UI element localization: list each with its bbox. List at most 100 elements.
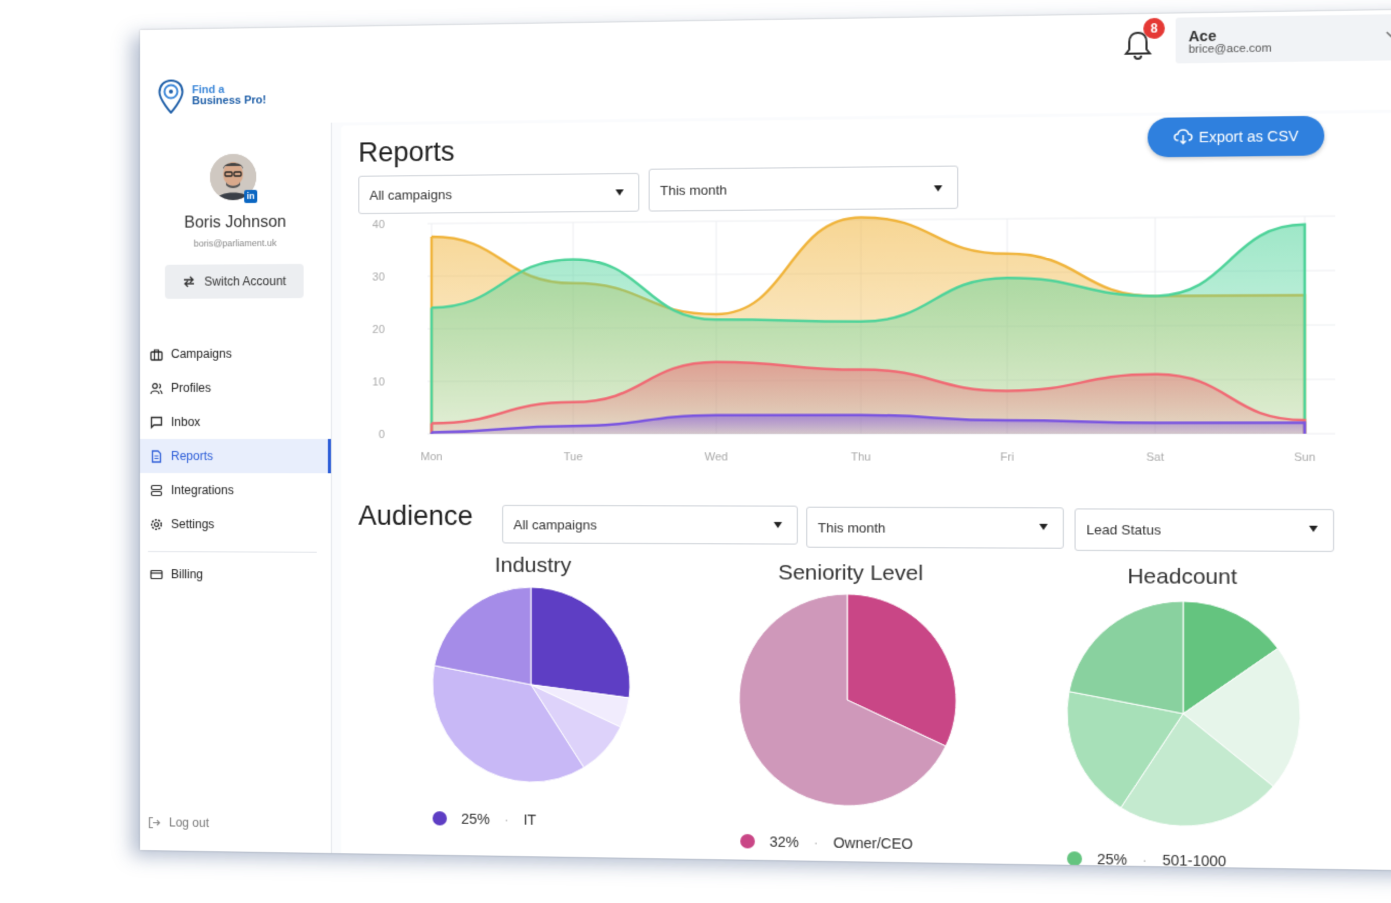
legend-label: 501-1000 — [1162, 852, 1226, 870]
legend-label: IT — [523, 811, 536, 827]
pie-title-seniority: Seniority Level — [725, 561, 978, 587]
sidebar-item-settings[interactable]: Settings — [140, 507, 331, 542]
headcount-legend: 25% · 501-1000 — [1067, 850, 1226, 869]
y-tick-label: 30 — [372, 271, 384, 283]
document-icon — [150, 450, 163, 463]
y-tick-label: 0 — [378, 429, 384, 441]
audience-lead-status-select[interactable]: Lead Status — [1075, 508, 1335, 552]
caret-down-icon — [774, 522, 782, 528]
caret-down-icon — [934, 185, 942, 191]
x-tick-label: Mon — [421, 451, 443, 463]
gear-icon — [150, 518, 163, 531]
audience-period-select[interactable]: This month — [806, 507, 1064, 549]
swap-icon — [182, 275, 196, 289]
sidebar-item-campaigns[interactable]: Campaigns — [140, 336, 331, 371]
sidebar-item-reports[interactable]: Reports — [140, 439, 331, 473]
profile-name: Boris Johnson — [140, 213, 331, 233]
users-icon — [150, 381, 163, 394]
legend-percent: 25% — [1097, 851, 1127, 868]
brand-line-2: Business Pro! — [192, 95, 266, 107]
activity-area-chart: 0 10 20 30 40 Mon Tue Wed Thu Fri Sat Sun — [358, 205, 1348, 475]
export-csv-button[interactable]: Export as CSV — [1148, 116, 1325, 158]
caret-down-icon — [1039, 524, 1048, 530]
x-tick-label: Tue — [564, 451, 583, 463]
industry-pie-chart — [431, 585, 633, 786]
legend-label: Owner/CEO — [833, 834, 913, 852]
select-value: This month — [818, 520, 886, 536]
audience-campaign-select[interactable]: All campaigns — [502, 505, 798, 545]
sidebar-item-billing[interactable]: Billing — [140, 557, 331, 592]
sidebar-item-label: Reports — [171, 449, 213, 463]
switch-account-button[interactable]: Switch Account — [165, 264, 304, 299]
sidebar-item-label: Inbox — [171, 415, 200, 429]
headcount-pie-chart — [1065, 598, 1303, 829]
user-name: Ace — [1189, 27, 1217, 44]
top-bar: Find a Business Pro! 8 Ace brice@ace.com — [140, 10, 1391, 125]
legend-separator: · — [504, 811, 509, 827]
y-tick-label: 20 — [372, 324, 384, 336]
audience-title: Audience — [358, 501, 473, 533]
credit-card-icon — [150, 568, 163, 581]
profile-email: boris@parliament.uk — [140, 238, 331, 249]
location-pin-logo-icon — [158, 79, 184, 113]
switch-account-label: Switch Account — [204, 274, 286, 289]
legend-dot — [1067, 851, 1082, 866]
sidebar-item-label: Integrations — [171, 483, 234, 497]
app-window: Find a Business Pro! 8 Ace brice@ace.com — [140, 10, 1391, 871]
sidebar-item-label: Profiles — [171, 381, 211, 395]
seniority-pie-chart — [737, 591, 958, 809]
select-value: This month — [660, 182, 727, 198]
pie-title-headcount: Headcount — [1053, 564, 1312, 590]
linkedin-badge-icon: in — [244, 190, 257, 203]
cloud-download-icon — [1173, 129, 1192, 146]
sidebar-divider — [148, 551, 317, 553]
logout-link[interactable]: Log out — [148, 815, 209, 830]
legend-percent: 32% — [770, 833, 799, 850]
notification-count-badge: 8 — [1143, 18, 1165, 39]
select-value: All campaigns — [369, 186, 451, 202]
pie-slice-0[interactable] — [531, 587, 630, 698]
briefcase-icon — [150, 347, 163, 360]
main-content: Reports Export as CSV All campaigns This… — [341, 113, 1391, 871]
user-email: brice@ace.com — [1189, 42, 1272, 56]
caret-down-icon — [1309, 526, 1318, 532]
legend-dot — [740, 834, 755, 849]
x-tick-label: Wed — [705, 451, 728, 463]
industry-legend: 25% · IT — [433, 810, 537, 828]
x-tick-label: Fri — [1000, 451, 1014, 463]
reports-campaign-select[interactable]: All campaigns — [358, 173, 639, 214]
brand-text: Find a Business Pro! — [192, 84, 266, 107]
user-menu[interactable]: Ace brice@ace.com — [1176, 14, 1391, 64]
pie-title-industry: Industry — [410, 553, 657, 579]
sidebar-item-profiles[interactable]: Profiles — [140, 370, 331, 405]
integrations-icon — [150, 484, 163, 497]
seniority-legend: 32% · Owner/CEO — [740, 833, 913, 852]
logout-icon — [148, 816, 161, 829]
x-tick-label: Sat — [1146, 451, 1164, 463]
legend-percent: 25% — [461, 811, 490, 828]
sidebar-item-label: Billing — [171, 567, 203, 581]
select-value: All campaigns — [513, 517, 596, 533]
chevron-down-icon — [1384, 27, 1391, 44]
sidebar: in Boris Johnson boris@parliament.uk Swi… — [140, 123, 332, 853]
brand-logo[interactable]: Find a Business Pro! — [158, 78, 266, 114]
legend-dot — [433, 811, 447, 825]
y-tick-label: 10 — [372, 376, 384, 388]
reports-period-select[interactable]: This month — [649, 166, 959, 212]
legend-separator: · — [814, 834, 819, 850]
sidebar-item-inbox[interactable]: Inbox — [140, 405, 331, 439]
sidebar-item-label: Campaigns — [171, 347, 232, 361]
sidebar-item-integrations[interactable]: Integrations — [140, 473, 331, 507]
sidebar-item-label: Settings — [171, 517, 214, 531]
select-value: Lead Status — [1086, 522, 1161, 538]
page-title: Reports — [358, 136, 454, 168]
chat-icon — [150, 415, 163, 428]
legend-separator: · — [1142, 851, 1147, 868]
logout-label: Log out — [169, 815, 209, 830]
y-tick-label: 40 — [372, 219, 384, 231]
export-csv-label: Export as CSV — [1199, 128, 1299, 146]
caret-down-icon — [615, 189, 623, 195]
x-tick-label: Sun — [1294, 451, 1315, 464]
x-tick-label: Thu — [851, 451, 871, 463]
